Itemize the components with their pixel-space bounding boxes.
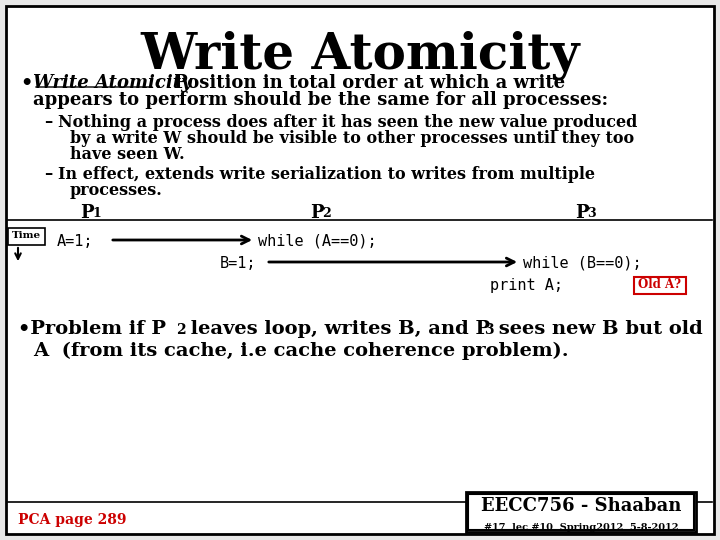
Text: –: – bbox=[44, 114, 53, 131]
Text: 1: 1 bbox=[92, 207, 101, 220]
Text: –: – bbox=[44, 166, 53, 183]
Text: leaves loop, writes B, and P: leaves loop, writes B, and P bbox=[184, 320, 490, 338]
Text: :  Position in total order at which a write: : Position in total order at which a wri… bbox=[155, 74, 565, 92]
Text: appears to perform should be the same for all processes:: appears to perform should be the same fo… bbox=[33, 91, 608, 109]
Text: while (B==0);: while (B==0); bbox=[523, 256, 642, 271]
Text: sees new B but old: sees new B but old bbox=[492, 320, 703, 338]
Text: Time: Time bbox=[12, 232, 41, 240]
Text: print A;: print A; bbox=[490, 278, 563, 293]
Text: PCA page 289: PCA page 289 bbox=[18, 513, 127, 527]
FancyBboxPatch shape bbox=[468, 494, 694, 530]
Text: P: P bbox=[80, 204, 94, 222]
Text: 2: 2 bbox=[176, 323, 186, 337]
Text: EECC756 - Shaaban: EECC756 - Shaaban bbox=[481, 497, 681, 515]
Text: •Problem if P: •Problem if P bbox=[18, 320, 166, 338]
Text: 3: 3 bbox=[484, 323, 494, 337]
Text: P: P bbox=[575, 204, 589, 222]
Text: processes.: processes. bbox=[70, 182, 163, 199]
Text: by a write W should be visible to other processes until they too: by a write W should be visible to other … bbox=[70, 130, 634, 147]
Text: 2: 2 bbox=[322, 207, 330, 220]
Text: Write Atomicity: Write Atomicity bbox=[140, 30, 580, 79]
Text: •: • bbox=[20, 74, 32, 92]
FancyBboxPatch shape bbox=[466, 492, 696, 532]
Text: have seen W.: have seen W. bbox=[70, 146, 184, 163]
Text: #17  lec #10  Spring2012  5-8-2012: #17 lec #10 Spring2012 5-8-2012 bbox=[484, 523, 678, 532]
Text: P: P bbox=[310, 204, 323, 222]
FancyBboxPatch shape bbox=[634, 276, 686, 294]
Text: while (A==0);: while (A==0); bbox=[258, 234, 377, 249]
Text: A=1;: A=1; bbox=[57, 234, 94, 249]
Text: Write Atomicity: Write Atomicity bbox=[33, 74, 192, 92]
Text: A  (from its cache, i.e cache coherence problem).: A (from its cache, i.e cache coherence p… bbox=[33, 342, 569, 360]
Text: In effect, extends write serialization to writes from multiple: In effect, extends write serialization t… bbox=[58, 166, 595, 183]
Text: 3: 3 bbox=[587, 207, 595, 220]
Text: Old A?: Old A? bbox=[639, 279, 682, 292]
Text: B=1;: B=1; bbox=[220, 256, 256, 271]
Text: Nothing a process does after it has seen the new value produced: Nothing a process does after it has seen… bbox=[58, 114, 637, 131]
FancyBboxPatch shape bbox=[8, 228, 45, 245]
